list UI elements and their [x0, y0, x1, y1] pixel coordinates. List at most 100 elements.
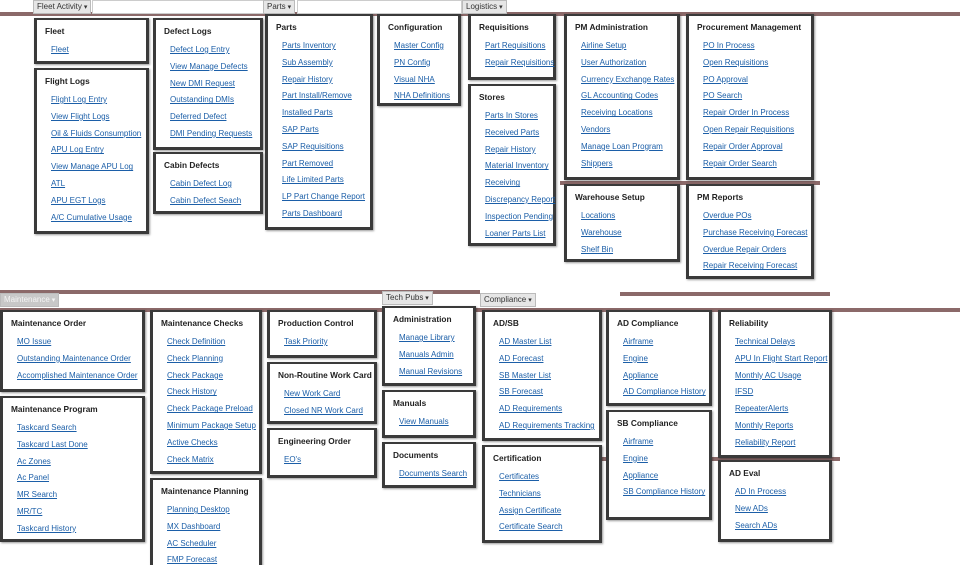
- menu-link[interactable]: Airline Setup: [581, 41, 627, 50]
- menu-link[interactable]: Manage Loan Program: [581, 141, 663, 151]
- menu-link[interactable]: Oil & Fluids Consumption: [51, 128, 142, 138]
- menu-link[interactable]: Repair Order In Process: [703, 108, 790, 118]
- menu-link[interactable]: Open Requisitions: [703, 57, 769, 67]
- menu-link[interactable]: Repair Requisitions: [485, 57, 555, 67]
- menu-link[interactable]: Purchase Receiving Forecast: [703, 227, 808, 237]
- menu-link[interactable]: A/C Cumulative Usage: [51, 212, 132, 222]
- menu-button[interactable]: Maintenance: [0, 293, 60, 307]
- menu-link[interactable]: View Manage Defects: [170, 61, 248, 71]
- menu-link[interactable]: Visual NHA: [394, 74, 435, 84]
- menu-link[interactable]: PO Approval: [703, 74, 748, 84]
- menu-link[interactable]: Repair Order Search: [703, 158, 777, 168]
- menu-link[interactable]: Discrepancy Report: [485, 195, 556, 204]
- menu-link[interactable]: APU EGT Logs: [51, 195, 106, 205]
- menu-button[interactable]: Logistics: [462, 0, 507, 14]
- menu-link[interactable]: Appliance: [623, 370, 659, 380]
- menu-link[interactable]: AC Scheduler: [167, 538, 217, 548]
- menu-link[interactable]: Check Matrix: [167, 454, 214, 464]
- menu-link[interactable]: Check Package Preload: [167, 404, 253, 414]
- menu-link[interactable]: Appliance: [623, 470, 659, 480]
- menu-link[interactable]: New Work Card: [284, 389, 341, 398]
- menu-link[interactable]: Defect Log Entry: [170, 45, 230, 54]
- menu-link[interactable]: Overdue Repair Orders: [703, 244, 787, 254]
- menu-link[interactable]: Part Requisitions: [485, 41, 546, 50]
- menu-link[interactable]: Minimum Package Setup: [167, 421, 256, 430]
- menu-link[interactable]: Accomplished Maintenance Order: [17, 370, 138, 380]
- menu-link[interactable]: Certificate Search: [499, 522, 563, 532]
- menu-link[interactable]: New ADs: [735, 503, 768, 513]
- menu-link[interactable]: Taskcard History: [17, 523, 77, 533]
- menu-link[interactable]: Received Parts: [485, 127, 540, 137]
- menu-link[interactable]: Deferred Defect: [170, 112, 227, 122]
- menu-link[interactable]: Engine: [623, 453, 648, 463]
- menu-link[interactable]: Reliability Report: [735, 437, 796, 447]
- menu-link[interactable]: Search ADs: [735, 520, 778, 530]
- menu-link[interactable]: New DMI Request: [170, 78, 235, 88]
- menu-link[interactable]: DMI Pending Requests: [170, 129, 253, 138]
- menu-link[interactable]: FMP Forecast: [167, 555, 218, 565]
- menu-link[interactable]: Check History: [167, 387, 217, 397]
- menu-link[interactable]: PO In Process: [703, 41, 755, 50]
- menu-link[interactable]: Locations: [581, 211, 616, 220]
- menu-link[interactable]: Inspection Pending: [485, 211, 554, 221]
- menu-link[interactable]: Overdue POs: [703, 211, 752, 220]
- menu-link[interactable]: GL Accounting Codes: [581, 91, 659, 101]
- menu-link[interactable]: MR/TC: [17, 507, 43, 516]
- search-input[interactable]: [92, 0, 264, 14]
- menu-link[interactable]: Planning Desktop: [167, 505, 230, 514]
- menu-link[interactable]: Outstanding DMIs: [170, 95, 235, 105]
- menu-link[interactable]: APU In Flight Start Report: [735, 353, 828, 363]
- menu-link[interactable]: Outstanding Maintenance Order: [17, 353, 131, 363]
- menu-button[interactable]: Tech Pubs: [382, 291, 433, 305]
- menu-link[interactable]: Part Install/Remove: [282, 91, 352, 101]
- menu-button[interactable]: Parts: [263, 0, 296, 14]
- menu-link[interactable]: Check Planning: [167, 353, 224, 363]
- menu-link[interactable]: Open Repair Requisitions: [703, 125, 795, 134]
- menu-link[interactable]: Currency Exchange Rates: [581, 74, 675, 84]
- menu-link[interactable]: User Authorization: [581, 57, 647, 67]
- menu-link[interactable]: IFSD: [735, 387, 754, 397]
- menu-link[interactable]: PN Config: [394, 57, 431, 67]
- menu-link[interactable]: SB Forecast: [499, 387, 544, 397]
- menu-link[interactable]: Monthly Reports: [735, 421, 794, 430]
- menu-link[interactable]: AD Master List: [499, 337, 552, 346]
- menu-link[interactable]: Cabin Defect Log: [170, 179, 232, 188]
- menu-link[interactable]: Warehouse: [581, 227, 622, 237]
- menu-link[interactable]: Taskcard Last Done: [17, 439, 88, 449]
- menu-link[interactable]: Shippers: [581, 158, 613, 168]
- menu-link[interactable]: Closed NR Work Card: [284, 405, 363, 415]
- menu-link[interactable]: Loaner Parts List: [485, 228, 546, 238]
- menu-link[interactable]: View Flight Logs: [51, 111, 110, 121]
- menu-link[interactable]: Engine: [623, 353, 648, 363]
- menu-link[interactable]: Technical Delays: [735, 337, 796, 346]
- menu-link[interactable]: Repair History: [282, 74, 333, 84]
- menu-link[interactable]: Fleet: [51, 45, 69, 54]
- menu-link[interactable]: Check Package: [167, 370, 224, 380]
- menu-link[interactable]: EO's: [284, 455, 302, 464]
- menu-link[interactable]: SB Master List: [499, 370, 552, 380]
- menu-link[interactable]: Active Checks: [167, 437, 218, 447]
- menu-link[interactable]: Monthly AC Usage: [735, 370, 802, 380]
- menu-link[interactable]: Airframe: [623, 337, 654, 346]
- menu-link[interactable]: View Manage APU Log: [51, 162, 134, 172]
- menu-link[interactable]: Repair Receiving Forecast: [703, 261, 798, 271]
- menu-link[interactable]: LP Part Change Report: [282, 192, 366, 202]
- menu-link[interactable]: Vendors: [581, 125, 611, 134]
- menu-link[interactable]: Assign Certificate: [499, 505, 562, 515]
- menu-button[interactable]: Fleet Activity: [33, 0, 92, 14]
- menu-link[interactable]: AD Requirements: [499, 404, 563, 414]
- menu-link[interactable]: Parts Dashboard: [282, 209, 343, 218]
- menu-link[interactable]: Ac Panel: [17, 473, 50, 483]
- menu-link[interactable]: Ac Zones: [17, 456, 51, 466]
- menu-link[interactable]: Master Config: [394, 41, 444, 50]
- menu-link[interactable]: Material Inventory: [485, 161, 549, 171]
- menu-link[interactable]: Sub Assembly: [282, 57, 333, 67]
- menu-link[interactable]: SB Compliance History: [623, 487, 706, 497]
- menu-link[interactable]: PO Search: [703, 91, 743, 101]
- menu-link[interactable]: View Manuals: [399, 417, 449, 426]
- menu-link[interactable]: Receiving: [485, 178, 521, 188]
- menu-link[interactable]: Receiving Locations: [581, 108, 653, 118]
- search-input[interactable]: [297, 0, 462, 14]
- menu-link[interactable]: Check Definition: [167, 337, 226, 346]
- menu-link[interactable]: AD Forecast: [499, 353, 544, 363]
